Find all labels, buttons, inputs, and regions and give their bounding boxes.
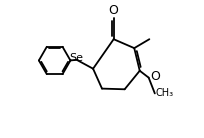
Text: O: O (109, 4, 119, 17)
Text: CH₃: CH₃ (156, 88, 174, 98)
Text: Se: Se (70, 53, 84, 63)
Text: O: O (150, 70, 160, 83)
